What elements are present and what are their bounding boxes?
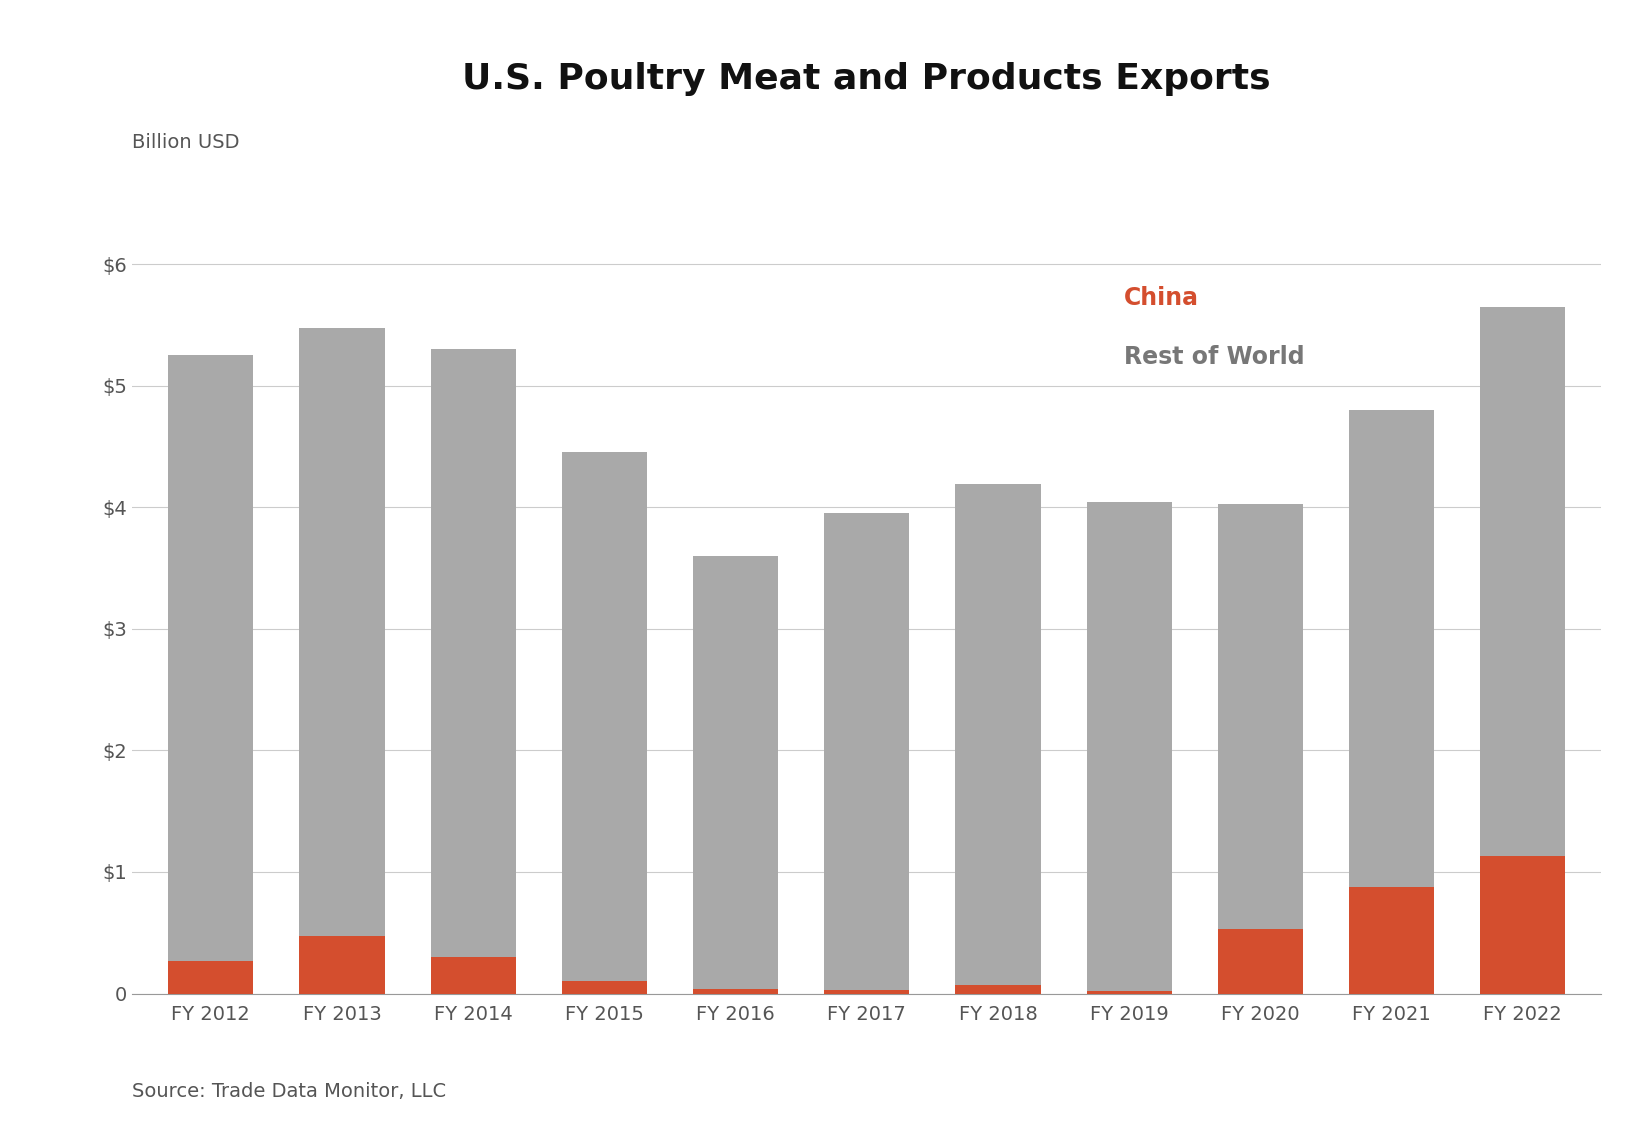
Text: U.S. Poultry Meat and Products Exports: U.S. Poultry Meat and Products Exports (462, 62, 1271, 96)
Bar (693, 989, 778, 994)
Bar (956, 984, 1040, 994)
Text: Source: Trade Data Monitor, LLC: Source: Trade Data Monitor, LLC (132, 1082, 446, 1101)
Bar (1479, 856, 1565, 994)
Bar (693, 555, 778, 989)
Bar (431, 349, 515, 957)
Bar (1218, 929, 1303, 994)
Bar (561, 981, 647, 994)
Bar (1349, 886, 1435, 994)
Bar (1218, 504, 1303, 929)
Bar (1086, 502, 1172, 991)
Bar (824, 514, 910, 990)
Bar (1349, 410, 1435, 886)
Text: Rest of World: Rest of World (1124, 345, 1304, 369)
Text: China: China (1124, 286, 1199, 310)
Bar (299, 936, 385, 994)
Bar (824, 990, 910, 994)
Bar (431, 957, 515, 994)
Bar (1086, 991, 1172, 994)
Bar (168, 961, 254, 994)
Text: Billion USD: Billion USD (132, 133, 239, 152)
Bar (956, 484, 1040, 984)
Bar (168, 356, 254, 961)
Bar (561, 453, 647, 981)
Bar (299, 329, 385, 936)
Bar (1479, 307, 1565, 856)
